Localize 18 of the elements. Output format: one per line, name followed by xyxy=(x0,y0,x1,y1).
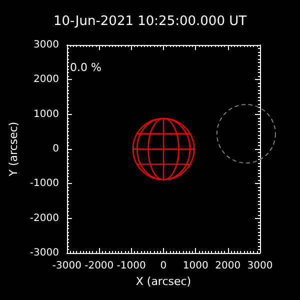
y-tick-label: 2000 xyxy=(34,74,59,86)
chart-title: 10-Jun-2021 10:25:00.000 UT xyxy=(53,14,247,29)
y-tick-label: -2000 xyxy=(30,212,59,224)
x-tick-label: 3000 xyxy=(247,260,273,272)
x-tick-label: -1000 xyxy=(116,260,146,272)
y-tick-label: -3000 xyxy=(30,248,59,258)
annotation: 0.0 % xyxy=(70,61,102,74)
y-tick-label: 3000 xyxy=(34,40,59,50)
y-tick-label: -1000 xyxy=(30,178,59,190)
y-tick-label: 1000 xyxy=(34,108,59,120)
y-tick-label: 0 xyxy=(52,144,59,154)
x-tick-label: 0 xyxy=(160,260,167,272)
x-tick-label: -2000 xyxy=(84,260,114,272)
x-axis-title: X (arcsec) xyxy=(136,274,192,288)
y-axis-title: Y (arcsec) xyxy=(7,122,20,178)
x-tick-label: 2000 xyxy=(215,260,241,272)
x-tick-label: 1000 xyxy=(182,260,208,272)
x-tick-label: -3000 xyxy=(52,260,82,272)
